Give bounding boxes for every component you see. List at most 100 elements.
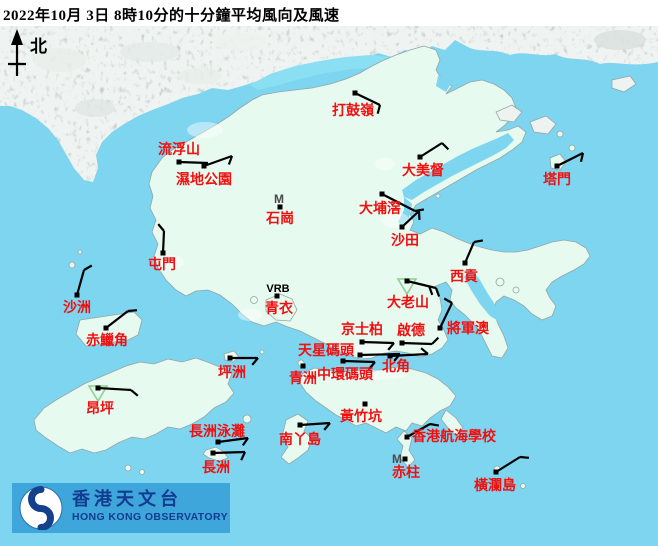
station-dot [362, 401, 368, 407]
wind-barb-feather [579, 152, 585, 163]
station-label: 長洲 [202, 460, 230, 476]
soko-island-2 [139, 469, 145, 475]
kau-yi-chau-islet [259, 349, 265, 355]
station-cheung-chau-beach: 長洲泳灘 [189, 423, 249, 447]
station-dot [74, 292, 80, 298]
station-dot [404, 434, 410, 440]
station-dot [399, 224, 405, 230]
station-ngong-ping: 昂坪 [86, 385, 139, 417]
station-label: 西貢 [450, 269, 478, 285]
hk-land [33, 45, 637, 489]
station-cheung-chau: 長洲 [202, 450, 246, 476]
station-label: 打鼓嶺 [332, 102, 375, 119]
wind-barb-shaft [178, 160, 209, 165]
wind-barb-shaft [439, 302, 453, 329]
station-dot [387, 353, 393, 359]
hong-kong-island [299, 366, 457, 434]
wind-barb-shaft [495, 456, 521, 473]
wind-barb-feather [428, 285, 434, 296]
station-stanley: M赤柱 [392, 452, 420, 481]
station-label: 屯門 [148, 256, 176, 273]
station-dot [437, 325, 443, 331]
ap-chau-island [556, 130, 564, 138]
wind-barb-shaft [105, 310, 129, 329]
station-sai-kung: 西貢 [450, 239, 484, 285]
station-label: 香港航海學校 [411, 428, 497, 445]
station-kings-park: 京士柏 [341, 321, 395, 351]
starling-inlet [436, 76, 452, 92]
kat-o-island [529, 115, 557, 135]
wind-barb-feather [157, 223, 165, 232]
wind-barb-feather [473, 239, 484, 244]
station-dot [379, 191, 385, 197]
wind-barb-shaft [299, 421, 331, 427]
wind-barb-shaft [359, 352, 401, 357]
port-shelter [464, 268, 506, 322]
station-label: 中環碼頭 [317, 366, 374, 383]
ma-wan-island [250, 296, 258, 304]
north-label: 北 [30, 37, 47, 56]
hko-logo-icon [19, 486, 63, 530]
station-label: 大埔滘 [359, 200, 401, 217]
wind-barb-shaft [381, 193, 416, 212]
grass-island [568, 144, 576, 152]
wind-barb-feather [83, 264, 93, 271]
station-label: 沙田 [391, 233, 419, 249]
lantau-island [33, 357, 235, 454]
station-label: 流浮山 [158, 141, 200, 158]
station-sha-chau: 沙洲 [63, 264, 93, 316]
wind-barb-feather [519, 455, 530, 459]
hei-ling-chau-island [242, 414, 252, 424]
station-dot [297, 422, 303, 428]
station-shek-kong: M 石崗 [265, 192, 294, 227]
station-dot [402, 456, 408, 462]
station-waglan-island: 橫瀾島 [474, 455, 530, 494]
station-label: 塔門 [543, 171, 571, 188]
station-label: 黃竹坑 [339, 408, 382, 425]
wind-barb-feather [443, 297, 453, 304]
station-dot [554, 163, 560, 169]
wind-barb-feather [376, 104, 382, 114]
wind-barb-shaft [361, 340, 395, 345]
station-wong-chuk-hang: 黃竹坑 [339, 401, 382, 425]
wind-barb-feather [240, 451, 246, 461]
beaufort-island [504, 476, 512, 484]
wind-barb-feather [414, 208, 425, 213]
wind-barb-shaft [419, 142, 443, 158]
station-label: 南丫島 [279, 431, 321, 448]
wind-barb-feather [441, 142, 450, 151]
station-label: 橫瀾島 [474, 477, 516, 494]
station-chek-lap-kok: 赤鱲角 [86, 309, 138, 349]
station-dot [417, 154, 423, 160]
wind-barb-feather [251, 357, 259, 366]
tap-mun-island [549, 153, 567, 171]
station-dot [300, 363, 306, 369]
station-dot [160, 250, 166, 256]
wind-barb-feather [429, 422, 440, 427]
station-label: 京士柏 [341, 321, 383, 338]
wind-barb-shaft [406, 279, 437, 290]
wind-barb-feather [420, 347, 429, 355]
wind-barb-feather [387, 342, 395, 351]
north-arrow: 北 [8, 29, 47, 76]
wind-barb-shaft [401, 341, 433, 346]
wind-barb-feather [241, 437, 249, 447]
wind-barb-shaft [217, 436, 249, 444]
station-wetland-park: 濕地公園 [176, 154, 234, 188]
wind-barb-shaft [389, 352, 429, 358]
tolo-islet [435, 193, 441, 199]
station-label: 青衣 [265, 300, 294, 317]
station-dot [103, 325, 109, 331]
shenzhen-bay [250, 55, 405, 90]
station-sha-tin: 沙田 [391, 210, 421, 249]
station-tai-po-kau: 大埔滘 [359, 191, 425, 217]
stanley-peninsula [396, 430, 416, 468]
station-dot [210, 450, 216, 456]
wind-barb-shaft [97, 386, 132, 392]
station-dot [357, 352, 363, 358]
station-label: 將軍澳 [447, 320, 490, 337]
station-marker-m: M [392, 452, 402, 466]
station-dot [359, 339, 365, 345]
